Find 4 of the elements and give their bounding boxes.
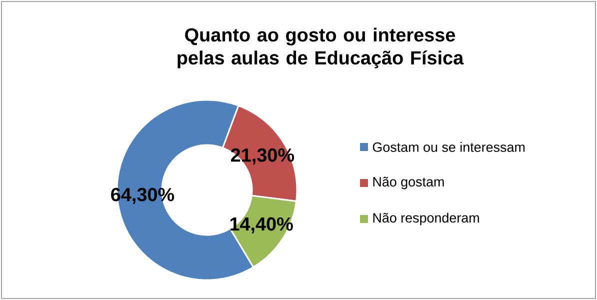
legend-label: Gostam ou se interessam bbox=[372, 142, 525, 152]
legend-label: Não gostam bbox=[373, 176, 444, 190]
legend-label: Não responderam bbox=[373, 212, 479, 226]
chart-title: Quanto ao gosto ou interesse pelas aulas de Educação Física bbox=[178, 28, 464, 68]
